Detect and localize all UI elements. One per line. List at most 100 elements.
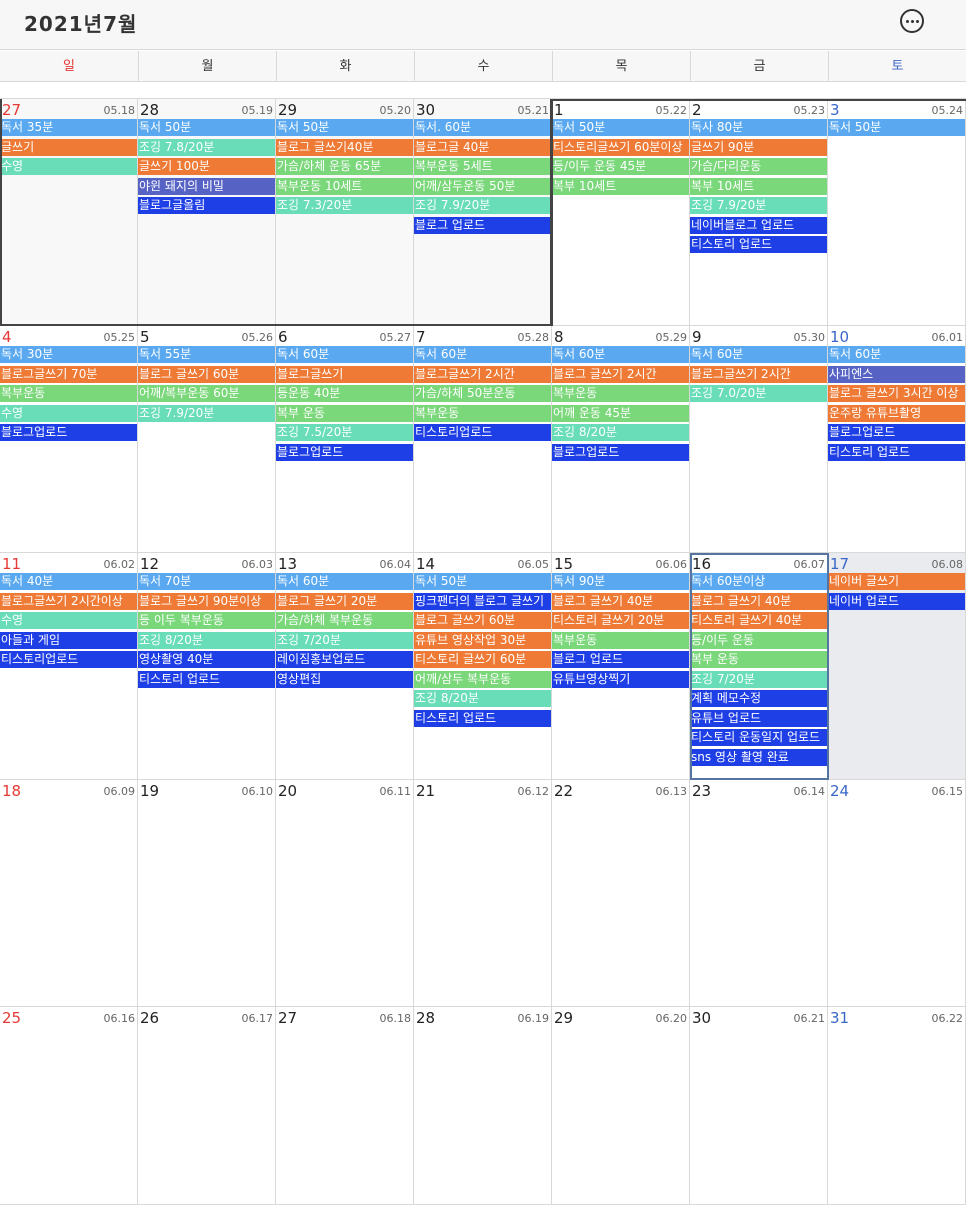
event-item[interactable]: 조깅 7/20분 <box>690 670 827 688</box>
event-item[interactable]: 블로그글올림 <box>138 197 275 214</box>
event-item[interactable]: 등운동 40분 <box>276 385 413 402</box>
event-item[interactable]: 독서 60분 <box>276 573 413 590</box>
day-cell[interactable]: 14 06.05 독서 50분 핑크팬더의 블로그 글쓰기 블로그 글쓰기 60분 유튜브… <box>414 553 552 780</box>
event-item[interactable]: 운주랑 유튜브촬영 <box>828 404 965 422</box>
event-item[interactable]: 사피엔스 <box>828 365 965 383</box>
event-item[interactable]: 복부 운동 <box>690 651 827 668</box>
event-item[interactable]: 블로그글쓰기 70분 <box>0 365 137 383</box>
event-item[interactable]: 티스토리 업로드 <box>690 236 827 253</box>
event-item[interactable]: 독서 50분 <box>828 119 965 136</box>
event-item[interactable]: 블로그 글쓰기 20분 <box>276 592 413 610</box>
event-item[interactable]: 어깨/삼두운동 50분 <box>414 177 551 195</box>
event-item[interactable]: 블로그 글쓰기 60분 <box>414 612 551 629</box>
day-cell[interactable]: 8 05.29 독서 60분 블로그 글쓰기 2시간 복부운동 어깨 운동 45분 조깅 8… <box>552 326 690 553</box>
day-cell[interactable]: 6 05.27 독서 60분 블로그글쓰기 등운동 40분 복부 운동 조깅 7.5/20분… <box>276 326 414 553</box>
event-item[interactable]: 독서 35분 <box>0 119 137 136</box>
day-cell[interactable]: 9 05.30 독서 60분 블로그글쓰기 2시간 조깅 7.0/20분 <box>690 326 828 553</box>
event-item[interactable]: 블로그업로드 <box>828 424 965 441</box>
day-cell[interactable]: 20 06.11 <box>276 780 414 1007</box>
event-item[interactable]: 복부운동 <box>552 631 689 649</box>
event-item[interactable]: 블로그글쓰기 2시간이상 <box>0 592 137 610</box>
event-item[interactable]: 독서 60분 <box>414 346 551 363</box>
event-item[interactable]: 가슴/하체 50분운동 <box>414 385 551 402</box>
event-item[interactable]: 영상편집 <box>276 670 413 688</box>
event-item[interactable]: 네이버 업로드 <box>828 592 965 610</box>
day-cell[interactable]: 28 05.19 독서 50분 조깅 7.8/20분 글쓰기 100분 야윈 돼지의 비밀… <box>138 99 276 326</box>
event-item[interactable]: 조깅 8/20분 <box>552 424 689 441</box>
event-item[interactable]: 티스토리 업로드 <box>138 670 275 688</box>
day-cell[interactable]: 27 06.18 <box>276 1007 414 1205</box>
day-cell[interactable]: 10 06.01 독서 60분 사피엔스 블로그 글쓰기 3시간 이상 운주랑 유튜브촬영… <box>828 326 966 553</box>
day-cell[interactable]: 16 06.07 독서 60분이상 블로그 글쓰기 40분 티스토리 글쓰기 40분 등/… <box>690 553 828 780</box>
event-item[interactable]: 조깅 8/20분 <box>414 690 551 707</box>
event-item[interactable]: 네이버 글쓰기 <box>828 573 965 590</box>
day-cell[interactable]: 30 06.21 <box>690 1007 828 1205</box>
event-item[interactable]: 가슴/하체 복부운동 <box>276 612 413 629</box>
event-item[interactable]: 네이버블로그 업로드 <box>690 216 827 234</box>
day-cell[interactable]: 24 06.15 <box>828 780 966 1007</box>
event-item[interactable]: 아들과 게임 <box>0 631 137 649</box>
day-cell[interactable]: 5 05.26 독서 55분 블로그 글쓰기 60분 어깨/복부운동 60분 조깅 7.9… <box>138 326 276 553</box>
event-item[interactable]: 레이짐홍보업로드 <box>276 651 413 668</box>
event-item[interactable]: 조깅 7.8/20분 <box>138 138 275 156</box>
day-cell[interactable]: 29 06.20 <box>552 1007 690 1205</box>
event-item[interactable]: 블로그글쓰기 <box>276 365 413 383</box>
day-cell[interactable]: 7 05.28 독서 60분 블로그글쓰기 2시간 가슴/하체 50분운동 복부운동 티스토… <box>414 326 552 553</box>
event-item[interactable]: 블로그글쓰기 2시간 <box>414 365 551 383</box>
day-cell[interactable]: 17 06.08 네이버 글쓰기 네이버 업로드 <box>828 553 966 780</box>
event-item[interactable]: 티스토리업로드 <box>414 424 551 441</box>
day-cell[interactable]: 31 06.22 <box>828 1007 966 1205</box>
day-cell[interactable]: 26 06.17 <box>138 1007 276 1205</box>
event-item[interactable]: 유튜브영상찍기 <box>552 670 689 688</box>
event-item[interactable]: 글쓰기 100분 <box>138 158 275 175</box>
event-item[interactable]: 티스토리 운동일지 업로드 <box>690 729 827 746</box>
day-cell[interactable]: 27 05.18 독서 35분 글쓰기 수영 <box>0 99 138 326</box>
event-item[interactable]: 복부 10세트 <box>690 177 827 195</box>
event-item[interactable]: 핑크팬더의 블로그 글쓰기 <box>414 592 551 610</box>
event-item[interactable]: 블로그업로드 <box>0 424 137 441</box>
event-item[interactable]: 복부운동 <box>552 385 689 402</box>
event-item[interactable]: 독서 50분 <box>414 573 551 590</box>
event-item[interactable]: 티스토리 업로드 <box>414 709 551 727</box>
event-item[interactable]: 어깨/복부운동 60분 <box>138 385 275 402</box>
event-item[interactable]: 조깅 7.5/20분 <box>276 424 413 441</box>
event-item[interactable]: 독서 30분 <box>0 346 137 363</box>
day-cell[interactable]: 12 06.03 독서 70분 블로그 글쓰기 90분이상 등 이두 복부운동 조깅 8/… <box>138 553 276 780</box>
day-cell[interactable]: 22 06.13 <box>552 780 690 1007</box>
event-item[interactable]: 독서 50분 <box>552 119 689 136</box>
day-cell[interactable]: 29 05.20 독서 50분 블로그 글쓰기40분 가슴/하체 운동 65분 복부운동 … <box>276 99 414 326</box>
event-item[interactable]: 복부운동 5세트 <box>414 158 551 175</box>
event-item[interactable]: 블로그업로드 <box>552 443 689 461</box>
event-item[interactable]: 블로그 글쓰기 3시간 이상 <box>828 385 965 402</box>
event-item[interactable]: 독서 60분이상 <box>690 573 827 590</box>
event-item[interactable]: 복부운동 <box>0 385 137 402</box>
event-item[interactable]: 블로그 글쓰기40분 <box>276 138 413 156</box>
day-cell[interactable]: 21 06.12 <box>414 780 552 1007</box>
event-item[interactable]: 블로그 글쓰기 2시간 <box>552 365 689 383</box>
event-item[interactable]: 가슴/하체 운동 65분 <box>276 158 413 175</box>
event-item[interactable]: 티스토리 글쓰기 20분 <box>552 612 689 629</box>
event-item[interactable]: 독서 70분 <box>138 573 275 590</box>
event-item[interactable]: 복부운동 10세트 <box>276 177 413 195</box>
event-item[interactable]: 등/이두 운동 45분 <box>552 158 689 175</box>
day-cell[interactable]: 23 06.14 <box>690 780 828 1007</box>
event-item[interactable]: 독서 60분 <box>690 346 827 363</box>
event-item[interactable]: 조깅 7/20분 <box>276 631 413 649</box>
event-item[interactable]: 독서 60분 <box>828 346 965 363</box>
event-item[interactable]: 티스토리 업로드 <box>828 443 965 461</box>
event-item[interactable]: 티스토리 글쓰기 40분 <box>690 612 827 629</box>
event-item[interactable]: 블로그 글쓰기 40분 <box>552 592 689 610</box>
event-item[interactable]: 블로그 업로드 <box>414 216 551 234</box>
event-item[interactable]: 조깅 8/20분 <box>138 631 275 649</box>
event-item[interactable]: 블로그 글쓰기 60분 <box>138 365 275 383</box>
event-item[interactable]: sns 영상 촬영 완료 <box>690 748 827 766</box>
event-item[interactable]: 독사 80분 <box>690 119 827 136</box>
event-item[interactable]: 블로그글 40분 <box>414 138 551 156</box>
event-item[interactable]: 수영 <box>0 612 137 629</box>
event-item[interactable]: 티스토리업로드 <box>0 651 137 668</box>
event-item[interactable]: 유튜브 영상작업 30분 <box>414 631 551 649</box>
event-item[interactable]: 조깅 7.9/20분 <box>690 197 827 214</box>
event-item[interactable]: 블로그 글쓰기 40분 <box>690 592 827 610</box>
event-item[interactable]: 블로그글쓰기 2시간 <box>690 365 827 383</box>
day-cell[interactable]: 13 06.04 독서 60분 블로그 글쓰기 20분 가슴/하체 복부운동 조깅 7/2… <box>276 553 414 780</box>
